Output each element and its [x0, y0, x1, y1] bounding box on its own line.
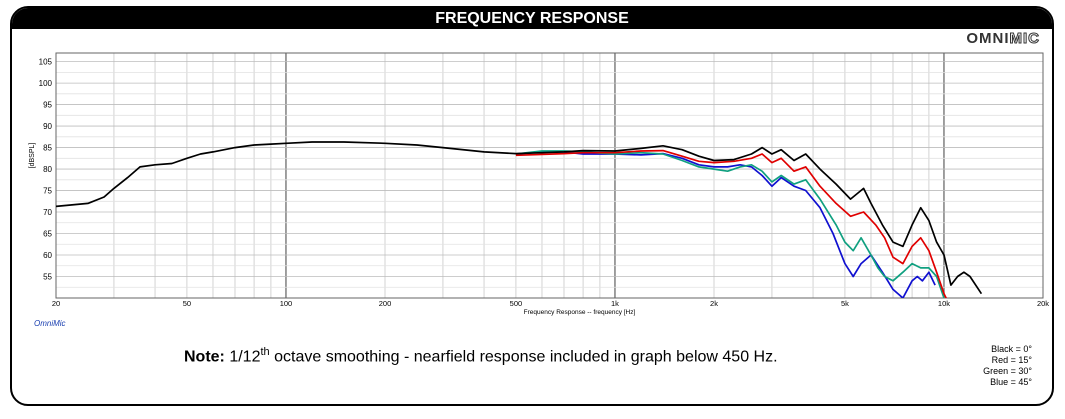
- chart-title: FREQUENCY RESPONSE: [12, 8, 1052, 29]
- legend-entry-black: Black = 0°: [991, 344, 1032, 354]
- chart-frame: FREQUENCY RESPONSE OMNIMIC OmniMic 55 60 6…: [10, 6, 1054, 406]
- y-tick-label: 55: [43, 273, 52, 282]
- x-tick-label: 20: [52, 299, 60, 308]
- y-tick-label: 70: [43, 208, 52, 217]
- x-tick-label: 1k: [611, 299, 619, 308]
- y-tick-label: 100: [39, 79, 53, 88]
- x-tick-label: 50: [183, 299, 191, 308]
- y-tick-label: 90: [43, 122, 52, 131]
- x-axis-label: Frequency Response -- frequency [Hz]: [524, 309, 636, 316]
- y-tick-label: 85: [43, 144, 52, 153]
- watermark: OmniMic: [34, 319, 66, 328]
- y-tick-label: 65: [43, 230, 52, 239]
- y-tick-label: 75: [43, 187, 52, 196]
- x-tick-label: 10k: [938, 299, 950, 308]
- x-tick-label: 500: [510, 299, 523, 308]
- y-tick-label: 95: [43, 101, 52, 110]
- x-tick-label: 2k: [710, 299, 718, 308]
- logo-part2: MIC: [1009, 30, 1040, 48]
- y-tick-label: 80: [43, 165, 52, 174]
- note-text: Note: 1/12th octave smoothing - nearfiel…: [184, 346, 778, 366]
- y-tick-label: 105: [39, 58, 53, 67]
- x-tick-label: 20k: [1037, 299, 1049, 308]
- plot-area-border: [55, 52, 1044, 299]
- legend-entry-blue: Blue = 45°: [990, 377, 1032, 387]
- y-axis-label: [dBSPL]: [29, 143, 36, 169]
- note-prefix: Note:: [184, 348, 225, 366]
- x-tick-label: 100: [280, 299, 293, 308]
- y-tick-label: 60: [43, 251, 52, 260]
- legend-entry-red: Red = 15°: [991, 355, 1032, 365]
- series-line-green-30deg: [515, 150, 945, 298]
- x-tick-label: 5k: [841, 299, 849, 308]
- x-tick-label: 200: [379, 299, 392, 308]
- omnimic-logo: OMNIMIC: [966, 30, 1040, 48]
- legend-entry-green: Green = 30°: [983, 366, 1032, 376]
- note-text2: octave smoothing - nearfield response in…: [269, 348, 778, 366]
- legend: Black = 0° Red = 15° Green = 30° Blue = …: [983, 344, 1032, 388]
- note-sup: th: [260, 346, 270, 358]
- logo-part1: OMNI: [966, 30, 1010, 47]
- series-line-red-15deg: [515, 149, 948, 298]
- series-line-black-0deg: [56, 141, 983, 295]
- note-text1: 1/12: [224, 348, 261, 366]
- frequency-response-plot: 55 60 65 70 75 80 85 90 95 100 105 20 50 100 200 500 1k 2…: [29, 52, 1049, 316]
- series-line-blue-45deg: [515, 151, 936, 298]
